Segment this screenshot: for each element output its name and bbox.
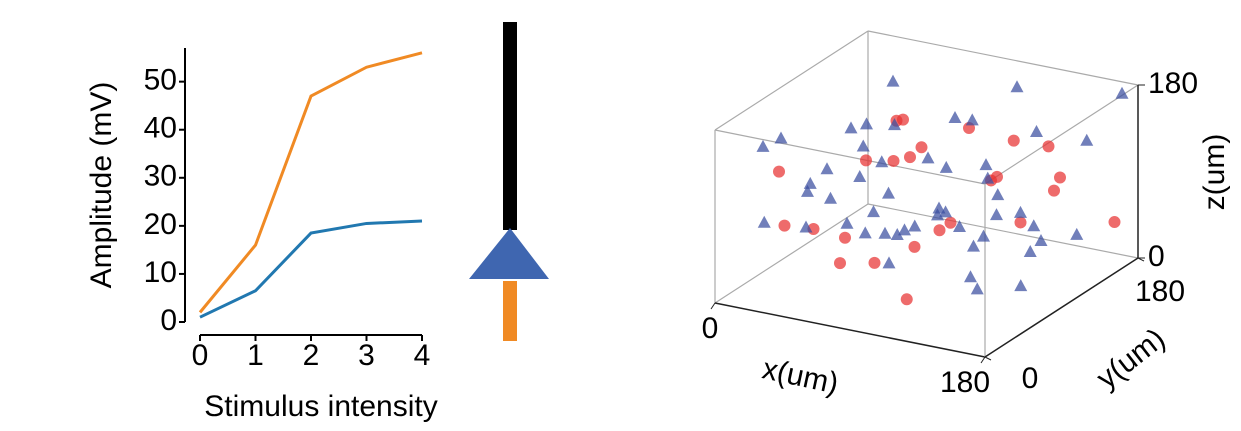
- triangle-point: [964, 270, 977, 282]
- triangle-point: [824, 192, 837, 204]
- triangle-point: [1027, 219, 1040, 231]
- circle-point: [945, 217, 957, 229]
- z-tick-label: 0: [1148, 240, 1165, 273]
- circle-point: [839, 232, 851, 244]
- x-tick-label: 180: [940, 366, 990, 399]
- triangle-point: [1070, 228, 1083, 240]
- triangle-point: [971, 282, 984, 294]
- box-edge: [715, 204, 868, 303]
- circle-point: [779, 220, 791, 232]
- triangle-point: [980, 158, 993, 170]
- axis-line: [715, 303, 985, 357]
- y-tick-label: 180: [1135, 275, 1185, 308]
- x-tick-label: 2: [303, 339, 320, 372]
- neuron-diagram: [469, 22, 549, 341]
- x-tick-label: 1: [247, 339, 264, 372]
- y-tick-label: 30: [144, 160, 177, 193]
- axon: [503, 281, 517, 341]
- y-tick-label: 0: [160, 304, 177, 337]
- x-tick-label: 0: [192, 339, 209, 372]
- triangle-point: [908, 219, 921, 231]
- triangle-point: [841, 217, 854, 229]
- circle-point: [1054, 172, 1066, 184]
- y-tick-label: 0: [1022, 362, 1039, 395]
- x-axis-label: Stimulus intensity: [204, 390, 437, 423]
- dendrite: [503, 22, 517, 230]
- triangle-point: [879, 227, 892, 239]
- figure: 0 10 20 30 40 50 0 1 2 3 4 Stimulus intensity Amplit…: [0, 0, 1241, 431]
- circle-point: [916, 141, 928, 153]
- x-tick: [981, 357, 985, 363]
- box-edge: [715, 130, 985, 184]
- x-tick: [711, 303, 715, 309]
- triangle-point: [875, 155, 888, 167]
- y-tick-label: 20: [144, 208, 177, 241]
- circle-point: [1043, 140, 1055, 152]
- circle-point: [934, 224, 946, 236]
- soma: [469, 228, 549, 279]
- circle-point: [901, 293, 913, 305]
- triangle-point: [1080, 134, 1093, 146]
- line-series: [200, 221, 422, 317]
- triangle-point: [845, 121, 858, 133]
- triangle-point: [966, 113, 979, 125]
- triangle-point: [758, 216, 771, 228]
- circle-point: [1015, 216, 1027, 228]
- axis-line: [985, 258, 1138, 357]
- triangle-point: [804, 177, 817, 189]
- z-axis-label: z(um): [1198, 134, 1231, 211]
- triangle-point: [883, 256, 896, 268]
- y-axis-label: y(um): [1091, 322, 1172, 395]
- circle-point: [773, 166, 785, 178]
- y-tick-label: 10: [144, 256, 177, 289]
- triangle-point: [1014, 279, 1027, 291]
- triangle-point: [940, 161, 953, 173]
- circle-point: [834, 257, 846, 269]
- triangle-point: [949, 111, 962, 123]
- triangle-point: [887, 75, 900, 87]
- triangle-point: [757, 140, 770, 152]
- triangle-point: [867, 205, 880, 217]
- triangle-point: [1014, 206, 1027, 218]
- x-tick-label: 3: [358, 339, 375, 372]
- box-edge: [715, 31, 868, 130]
- x-tick-label: 0: [702, 312, 719, 345]
- triangle-point: [1030, 125, 1043, 137]
- circle-point: [897, 114, 909, 126]
- triangle-point: [1024, 245, 1037, 257]
- triangle-point: [859, 226, 872, 238]
- triangle-point: [853, 170, 866, 182]
- circle-point: [1109, 216, 1121, 228]
- triangle-point: [882, 187, 895, 199]
- triangle-point: [991, 188, 1004, 200]
- y-tick-label: 50: [144, 64, 177, 97]
- box-edge: [985, 85, 1138, 184]
- circle-point: [869, 257, 881, 269]
- y-tick-label: 40: [144, 112, 177, 145]
- line-series: [200, 53, 422, 313]
- circle-point: [1048, 185, 1060, 197]
- x-tick-label: 4: [414, 339, 431, 372]
- triangle-point: [860, 117, 873, 129]
- y-tick: [985, 357, 991, 360]
- circle-point: [909, 241, 921, 253]
- x-axis-label: x(um): [759, 352, 841, 400]
- box-edge: [868, 31, 1138, 85]
- y-axis-label: Amplitude (mV): [85, 82, 118, 289]
- circle-point: [888, 155, 900, 167]
- triangle-point: [922, 151, 935, 163]
- triangle-point: [990, 208, 1003, 220]
- triangle-point: [1011, 80, 1024, 92]
- triangle-point: [775, 131, 788, 143]
- circle-point: [860, 154, 872, 166]
- circle-point: [904, 151, 916, 163]
- circle-point: [1008, 135, 1020, 147]
- triangle-point: [977, 230, 990, 242]
- triangle-point: [821, 162, 834, 174]
- z-tick-label: 180: [1148, 67, 1198, 100]
